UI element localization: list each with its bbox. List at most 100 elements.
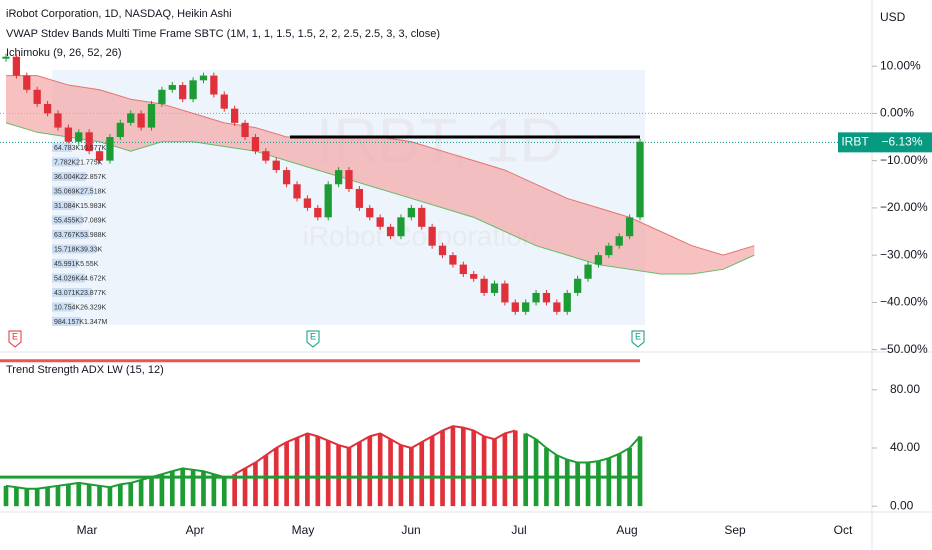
candle xyxy=(210,75,218,95)
candle xyxy=(251,137,260,152)
volume-row xyxy=(52,317,81,326)
volume-label: 15.718K39.33K xyxy=(54,246,103,253)
indicator-label: Trend Strength ADX LW (15, 12) xyxy=(6,364,164,376)
earnings-marker xyxy=(8,330,22,348)
symbol-label: IRBT xyxy=(841,135,869,149)
y-tick-label: 10.00% xyxy=(880,58,921,72)
candle xyxy=(127,113,135,123)
earnings-label: E xyxy=(12,331,18,341)
volume-label: 45.991K5.55K xyxy=(54,261,99,268)
candle xyxy=(407,207,415,218)
candle xyxy=(470,274,478,279)
volume-row xyxy=(52,230,89,239)
x-tick-label: Jun xyxy=(401,523,420,537)
y-tick-label: 40.00 xyxy=(890,440,920,454)
symbol-tag xyxy=(838,132,872,153)
volume-label: 7.782K21.775K xyxy=(54,159,103,166)
volume-row xyxy=(52,215,82,225)
candle xyxy=(168,85,176,90)
candle xyxy=(12,56,21,76)
candle xyxy=(345,170,353,189)
cloud-fill xyxy=(6,75,755,275)
volume-row xyxy=(52,157,79,167)
indicator-label: VWAP Stdev Bands Multi Time Frame SBTC (… xyxy=(6,28,440,40)
cloud-lower xyxy=(5,122,755,275)
candle xyxy=(43,103,52,114)
candle xyxy=(147,103,156,128)
volume-row xyxy=(52,288,92,297)
candle xyxy=(2,56,10,59)
candle xyxy=(282,170,291,185)
candle xyxy=(366,207,374,218)
candle xyxy=(386,226,395,237)
y-tick-label: −10.00% xyxy=(880,153,928,167)
candle xyxy=(303,198,312,208)
candle xyxy=(293,184,301,199)
candle xyxy=(563,292,571,312)
y-tick-label: −40.00% xyxy=(880,295,928,309)
earnings-label: E xyxy=(310,331,316,341)
x-tick-label: Mar xyxy=(77,523,98,537)
adx-line xyxy=(5,432,641,490)
candle xyxy=(594,255,603,265)
candle xyxy=(85,132,93,152)
candle xyxy=(480,278,488,293)
candle xyxy=(158,89,166,104)
volume-label: 55.455K37.089K xyxy=(54,217,106,224)
candle xyxy=(355,188,364,208)
candle xyxy=(636,141,644,218)
earnings-marker xyxy=(306,330,320,348)
candle xyxy=(376,217,384,227)
x-tick-label: Oct xyxy=(834,523,853,537)
candle xyxy=(23,75,31,90)
candle xyxy=(605,245,613,256)
y-tick-label: 0.00 xyxy=(890,498,914,512)
indicator-label: Ichimoku (9, 26, 52, 26) xyxy=(6,47,122,59)
price-tag xyxy=(872,132,932,153)
candle xyxy=(220,94,228,109)
x-tick-label: Jul xyxy=(511,523,526,537)
volume-label: 984.157K1.347M xyxy=(54,319,107,326)
candle xyxy=(428,226,436,246)
candle xyxy=(522,302,530,312)
volume-label: 54.026K44.672K xyxy=(54,275,106,282)
volume-row xyxy=(52,259,78,268)
volume-row xyxy=(52,172,86,181)
candle xyxy=(438,245,447,256)
volume-label: 63.767K53.988K xyxy=(54,232,106,239)
candle xyxy=(106,137,114,161)
volume-row xyxy=(52,143,72,152)
x-tick-label: Sep xyxy=(724,523,746,537)
y-tick-label: −50.00% xyxy=(880,342,928,356)
candle xyxy=(490,283,499,293)
volume-label: 31.084K15.983K xyxy=(54,203,106,210)
candle xyxy=(272,160,280,171)
candle xyxy=(189,80,197,100)
candle xyxy=(54,113,62,128)
x-tick-label: Apr xyxy=(186,523,205,537)
volume-row xyxy=(52,302,74,312)
volume-label: 36.004K22.857K xyxy=(54,174,106,181)
earnings-marker xyxy=(631,330,645,348)
candle xyxy=(64,127,72,142)
candle xyxy=(116,122,124,138)
volume-label: 35.069K27.518K xyxy=(54,188,106,195)
candle xyxy=(501,283,509,303)
candle xyxy=(33,89,41,104)
y-tick-label: 80.00 xyxy=(890,382,920,396)
candle xyxy=(231,108,239,123)
volume-row xyxy=(52,201,75,210)
chart-title: iRobot Corporation, 1D, NASDAQ, Heikin A… xyxy=(6,8,232,20)
y-tick-label: −20.00% xyxy=(880,200,928,214)
candle xyxy=(418,207,426,227)
candle xyxy=(553,302,561,312)
volume-row xyxy=(52,273,85,283)
candle xyxy=(542,292,551,303)
candle xyxy=(314,207,322,218)
volume-label: 64.783K16.577K xyxy=(54,145,106,152)
earnings-label: E xyxy=(635,331,641,341)
y-tick-label: −30.00% xyxy=(880,247,928,261)
candle xyxy=(95,151,104,161)
candle xyxy=(397,217,405,237)
